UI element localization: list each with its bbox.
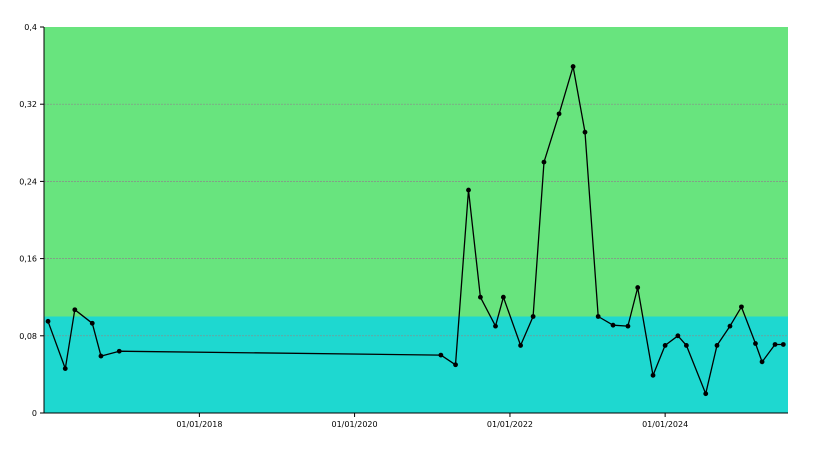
data-point bbox=[582, 129, 588, 135]
data-point bbox=[500, 294, 506, 300]
series-group bbox=[45, 64, 786, 397]
data-point bbox=[493, 323, 498, 329]
data-point bbox=[780, 342, 786, 347]
data-point bbox=[714, 343, 720, 348]
data-point bbox=[45, 318, 51, 324]
y-tick-label: 0,4 bbox=[24, 23, 37, 32]
data-point bbox=[98, 353, 104, 359]
data-point bbox=[739, 304, 744, 310]
data-point bbox=[541, 159, 547, 165]
x-tick-label: 01/01/2018 bbox=[176, 420, 222, 429]
data-point bbox=[62, 366, 68, 372]
data-point bbox=[683, 343, 689, 348]
data-point bbox=[610, 322, 616, 328]
data-point bbox=[595, 314, 601, 319]
data-point bbox=[116, 348, 122, 354]
data-point bbox=[89, 320, 95, 326]
data-point bbox=[727, 323, 733, 329]
data-point bbox=[530, 314, 536, 319]
data-point bbox=[772, 342, 778, 347]
data-point bbox=[675, 333, 681, 339]
axes bbox=[43, 27, 788, 414]
x-tick-label: 01/01/2024 bbox=[642, 420, 688, 429]
data-point bbox=[478, 294, 483, 300]
data-point bbox=[703, 391, 709, 397]
x-axis-ticks: 01/01/2018 01/01/2020 01/01/2022 01/01/2024 bbox=[176, 413, 688, 429]
data-point bbox=[518, 343, 523, 348]
data-point bbox=[650, 372, 656, 378]
y-tick-label: 0,24 bbox=[19, 177, 37, 186]
data-point bbox=[635, 285, 641, 290]
threshold-bands bbox=[44, 27, 788, 413]
data-point bbox=[753, 341, 758, 346]
data-point bbox=[438, 352, 444, 358]
y-tick-label: 0,08 bbox=[19, 332, 37, 341]
series-line bbox=[47, 65, 784, 395]
y-tick-label: 0,16 bbox=[19, 255, 37, 264]
x-tick-label: 01/01/2022 bbox=[487, 420, 533, 429]
data-point bbox=[466, 187, 471, 193]
data-point bbox=[453, 362, 458, 368]
y-tick-label: 0,32 bbox=[19, 100, 37, 109]
data-point bbox=[625, 323, 631, 329]
band-0 bbox=[44, 316, 788, 413]
y-tick-label: 0 bbox=[32, 409, 37, 418]
data-point bbox=[72, 307, 78, 313]
data-point bbox=[759, 359, 765, 365]
x-tick-label: 01/01/2020 bbox=[332, 420, 378, 429]
data-point bbox=[662, 343, 668, 348]
data-point bbox=[556, 111, 562, 117]
data-point bbox=[570, 64, 576, 69]
gridlines bbox=[44, 103, 788, 337]
band-1 bbox=[44, 27, 788, 317]
y-axis-ticks: 0 0,08 0,16 0,24 0,32 0,4 bbox=[19, 23, 44, 418]
